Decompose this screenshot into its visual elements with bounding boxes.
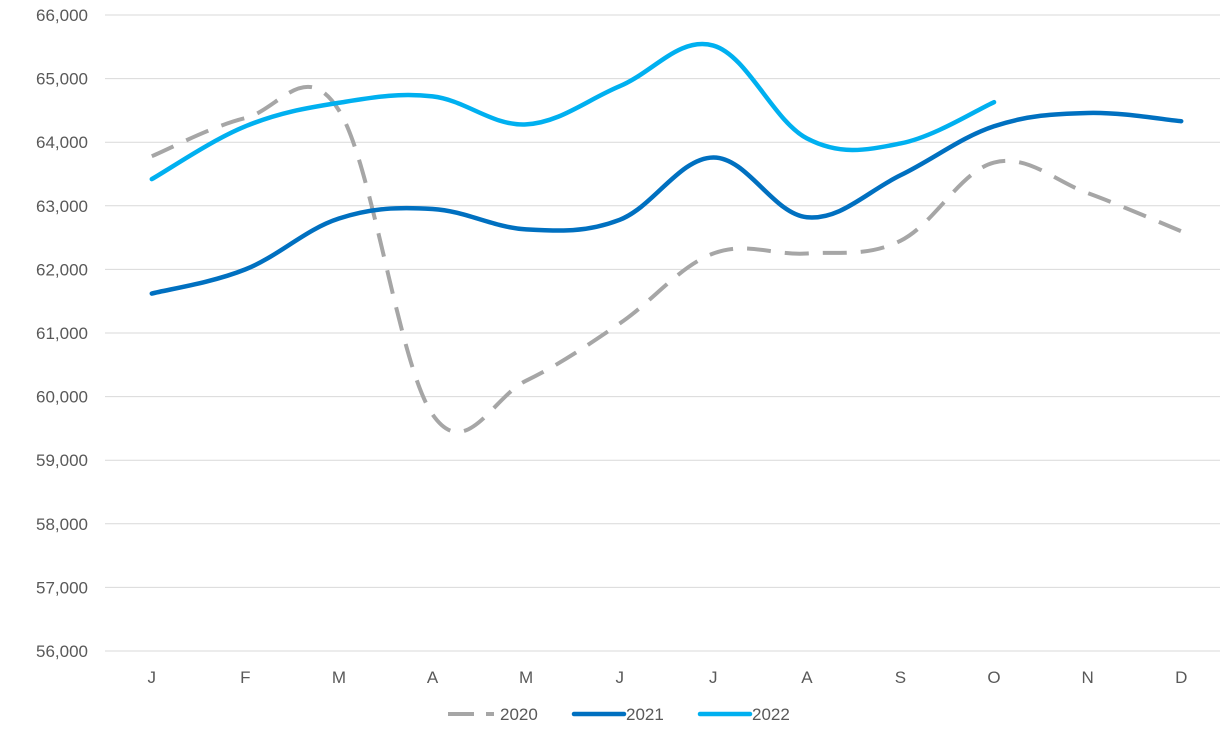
y-tick-label: 65,000	[36, 70, 88, 89]
y-tick-label: 66,000	[36, 6, 88, 25]
legend-label: 2022	[752, 705, 790, 724]
y-tick-label: 57,000	[36, 578, 88, 597]
x-tick-label: D	[1175, 668, 1187, 687]
x-tick-label: A	[427, 668, 439, 687]
legend: 2020 2021 2022	[448, 705, 790, 724]
legend-label: 2021	[626, 705, 664, 724]
legend-item-2020: 2020	[448, 705, 538, 724]
x-tick-label: O	[987, 668, 1000, 687]
y-tick-label: 62,000	[36, 260, 88, 279]
y-tick-label: 59,000	[36, 451, 88, 470]
series-line-2021	[149, 110, 1184, 296]
y-tick-label: 60,000	[36, 388, 88, 407]
x-tick-label: J	[615, 668, 624, 687]
x-tick-label: J	[709, 668, 718, 687]
y-axis-ticks: 56,000 57,000 58,000 59,000 60,000 61,000 62,0…	[36, 6, 88, 661]
series-line-2022	[149, 41, 997, 182]
y-tick-label: 64,000	[36, 133, 88, 152]
y-tick-label: 56,000	[36, 642, 88, 661]
legend-item-2022: 2022	[697, 705, 790, 724]
y-tick-label: 58,000	[36, 515, 88, 534]
x-tick-label: M	[519, 668, 533, 687]
y-tick-label: 63,000	[36, 197, 88, 216]
x-tick-label: J	[148, 668, 157, 687]
y-tick-label: 61,000	[36, 324, 88, 343]
x-tick-label: A	[801, 668, 813, 687]
x-tick-label: S	[895, 668, 906, 687]
x-tick-label: F	[240, 668, 250, 687]
x-tick-label: N	[1081, 668, 1093, 687]
x-tick-label: M	[332, 668, 346, 687]
legend-item-2021: 2021	[571, 705, 664, 724]
legend-label: 2020	[500, 705, 538, 724]
gridlines	[105, 14, 1220, 652]
series-line-2020	[151, 84, 1182, 434]
series-lines	[149, 41, 1184, 434]
